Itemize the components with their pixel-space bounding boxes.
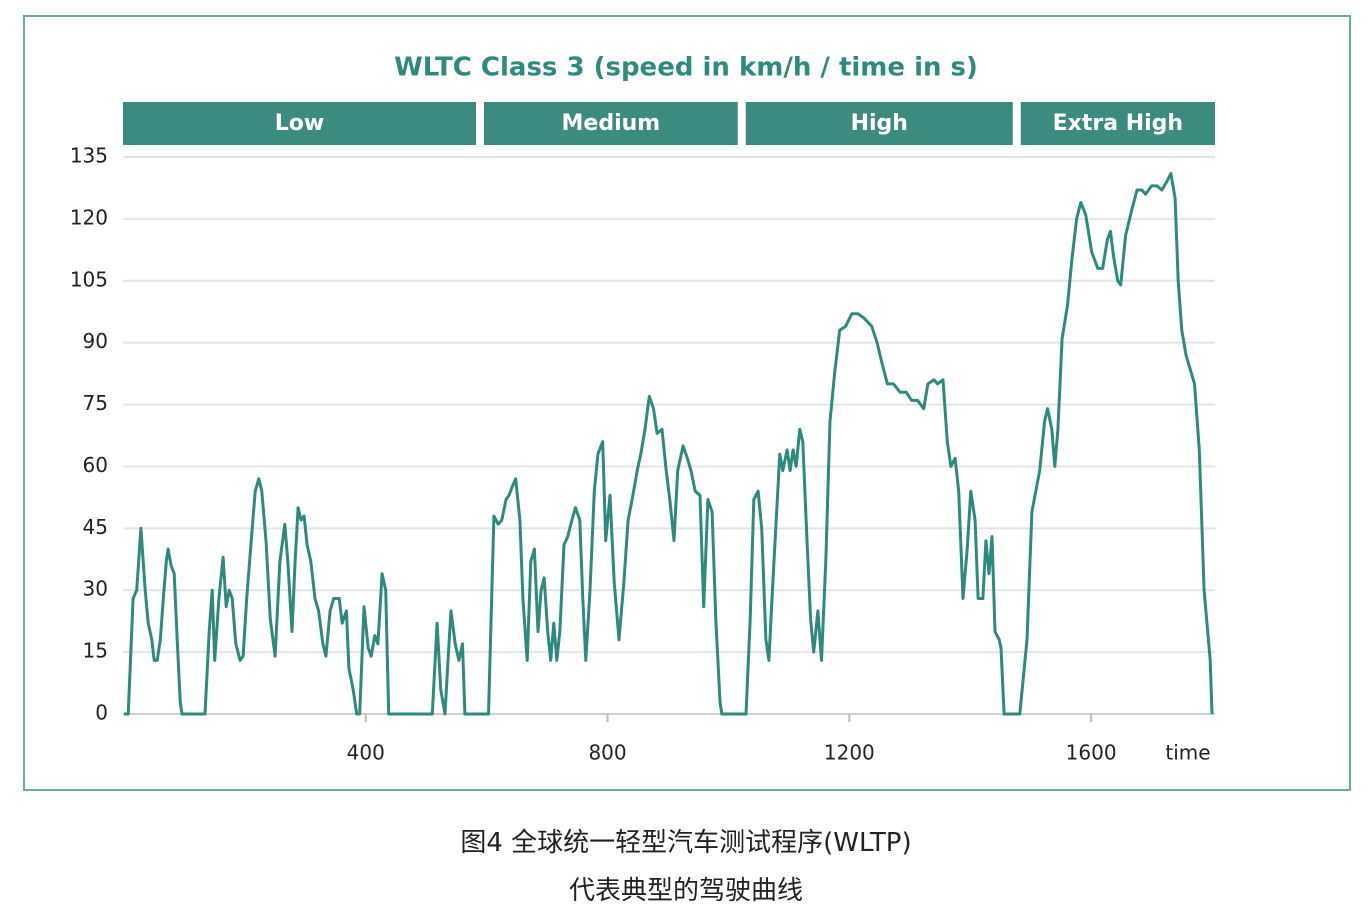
x-tick-label: 1200 <box>824 741 875 765</box>
chart-title: WLTC Class 3 (speed in km/h / time in s) <box>394 53 978 83</box>
y-tick-label: 60 <box>83 453 108 477</box>
caption: 代表典型的驾驶曲线 <box>568 876 803 906</box>
phase-label: Medium <box>562 111 661 136</box>
y-tick-label: 30 <box>83 577 108 601</box>
phase-bar <box>1020 102 1215 145</box>
y-tick-label: 135 <box>70 144 108 168</box>
y-tick-label: 120 <box>70 205 108 229</box>
caption: 图4 全球统一轻型汽车测试程序(WLTP) <box>460 828 912 858</box>
phase-bar <box>123 102 477 145</box>
chart: WLTC Class 3 (speed in km/h / time in s)… <box>23 15 1351 791</box>
frame <box>23 15 1351 791</box>
y-tick-label: 45 <box>83 515 108 539</box>
y-tick-label: 90 <box>83 329 108 353</box>
phase-label: Extra High <box>1053 111 1183 136</box>
x-tick-label: 800 <box>588 741 626 765</box>
y-tick-label: 0 <box>95 701 108 725</box>
phase-label: Low <box>275 111 324 136</box>
phase-bar <box>745 102 1013 145</box>
y-tick-label: 75 <box>83 391 108 415</box>
x-tick-label: 1600 <box>1066 741 1117 765</box>
speed-line <box>124 172 1214 716</box>
x-tick-label: 400 <box>347 741 385 765</box>
y-tick-label: 15 <box>83 639 108 663</box>
y-tick-label: 105 <box>70 267 108 291</box>
phase-label: High <box>851 111 908 136</box>
phase-bar <box>484 102 738 145</box>
x-axis-label: time <box>1165 741 1210 765</box>
